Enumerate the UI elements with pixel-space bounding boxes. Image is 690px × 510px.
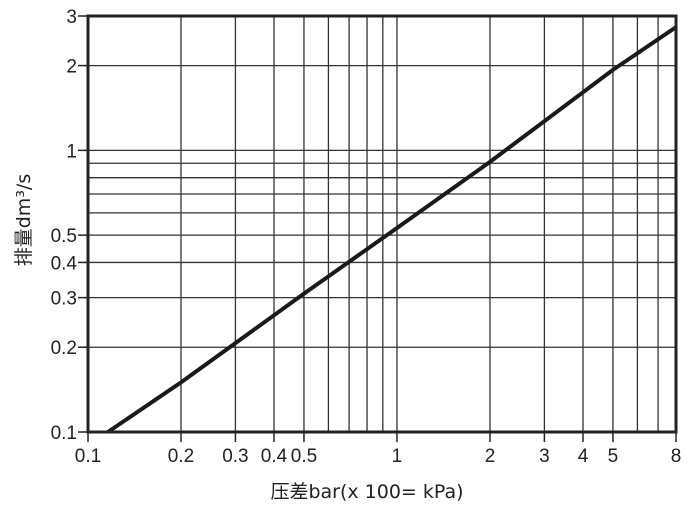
x-tick-label: 3 [539, 446, 550, 467]
x-tick-label: 0.5 [291, 446, 317, 467]
x-tick-label: 5 [608, 446, 619, 467]
x-tick-label: 0.1 [75, 446, 101, 467]
y-tick-label: 0.3 [51, 289, 77, 310]
plot-frame [86, 14, 678, 434]
x-tick-label: 0.2 [168, 446, 194, 467]
x-tick-label: 0.3 [222, 446, 248, 467]
y-tick-label: 0.4 [51, 253, 78, 274]
series-line [106, 25, 678, 434]
y-tick-label: 3 [66, 7, 77, 28]
y-tick-label: 1 [66, 141, 77, 162]
y-tick-label: 0.1 [51, 423, 77, 444]
data-series [106, 25, 678, 434]
y-axis-label: 排量dm³/s [13, 174, 35, 267]
x-axis-label: 压差bar(x 100= kPa) [270, 481, 463, 503]
x-tick-label: 2 [485, 446, 496, 467]
x-tick-label: 4 [578, 446, 589, 467]
y-tick-label: 2 [66, 57, 77, 78]
y-tick-label: 0.5 [51, 226, 77, 247]
x-tick-label: 0.4 [261, 446, 288, 467]
grid-lines [88, 16, 676, 432]
y-axis-ticks: 0.1 0.2 0.3 0.4 0.5 1 2 3 [51, 7, 88, 444]
x-tick-label: 1 [392, 446, 403, 467]
y-tick-label: 0.2 [51, 338, 77, 359]
x-tick-label: 8 [671, 446, 682, 467]
x-axis-ticks: 0.1 0.2 0.3 0.4 0.5 1 2 3 4 5 8 [75, 432, 682, 467]
